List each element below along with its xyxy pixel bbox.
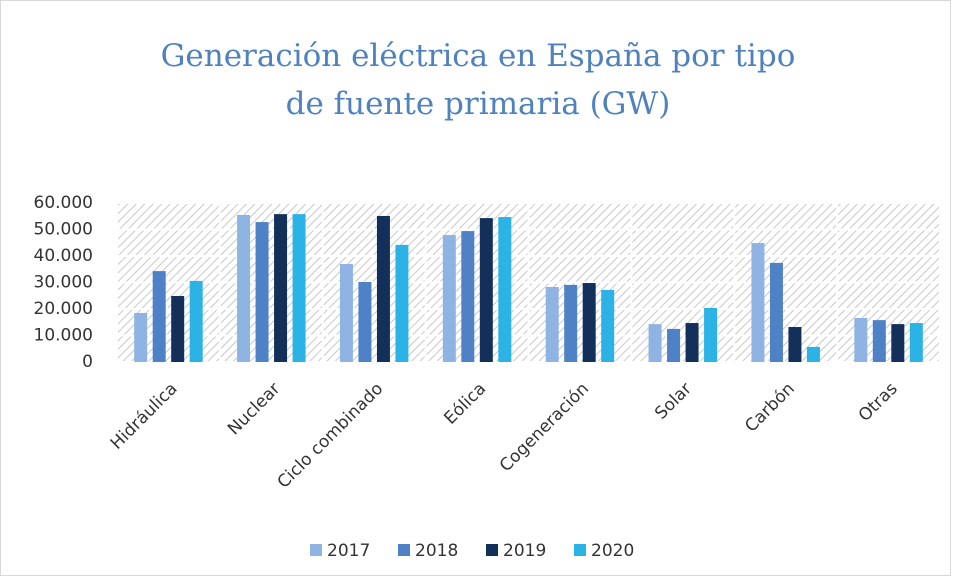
bar (498, 217, 512, 362)
legend-label: 2019 (503, 541, 546, 561)
bar (648, 324, 662, 362)
bar (255, 222, 269, 362)
bar (152, 271, 166, 362)
bar (358, 281, 372, 362)
bar (442, 235, 456, 362)
bar (134, 312, 148, 362)
y-tick-label: 30.000 (34, 273, 93, 293)
bar (237, 214, 251, 362)
bar (395, 244, 409, 362)
bar (769, 262, 783, 362)
bar (788, 327, 802, 362)
y-tick-label: 20.000 (34, 299, 93, 319)
x-tick-label: Carbón (741, 379, 798, 436)
x-tick-label: Eólica (440, 379, 490, 429)
bar (376, 215, 390, 362)
x-tick-label: Nuclear (224, 379, 284, 439)
legend-label: 2020 (591, 541, 634, 561)
bar (685, 323, 699, 362)
legend-swatch (398, 544, 410, 556)
bar (601, 289, 615, 362)
y-tick-label: 50.000 (34, 220, 93, 240)
bar (171, 296, 185, 362)
y-tick-label: 0 (82, 352, 93, 372)
bar (582, 283, 596, 362)
bar (292, 214, 306, 362)
legend-label: 2018 (415, 541, 458, 561)
x-tick-label: Solar (651, 379, 696, 424)
legend-swatch (486, 544, 498, 556)
bar (339, 263, 353, 362)
bar (704, 307, 718, 362)
bar (909, 323, 923, 362)
bar (545, 287, 559, 362)
legend-swatch (574, 544, 586, 556)
y-tick-label: 10.000 (34, 326, 93, 346)
bar (479, 218, 493, 362)
bar (667, 328, 681, 362)
bar (189, 280, 203, 362)
legend-swatch (310, 544, 322, 556)
bar (891, 324, 905, 362)
y-tick-label: 60.000 (34, 193, 93, 213)
bar (461, 231, 475, 362)
bar (854, 318, 868, 362)
x-tick-label: Hidráulica (107, 379, 182, 454)
bar (564, 284, 578, 362)
bar (751, 243, 765, 362)
y-tick-label: 40.000 (34, 246, 93, 266)
legend-label: 2017 (327, 541, 370, 561)
bar (274, 214, 288, 362)
bar (806, 346, 820, 362)
chart-title: Generación eléctrica en España por tipo … (160, 38, 796, 122)
x-tick-label: Otras (855, 379, 902, 426)
x-tick-label: Ciclo combinado (274, 379, 388, 493)
x-tick-label: Cogeneración (496, 379, 593, 476)
bar (872, 320, 886, 362)
